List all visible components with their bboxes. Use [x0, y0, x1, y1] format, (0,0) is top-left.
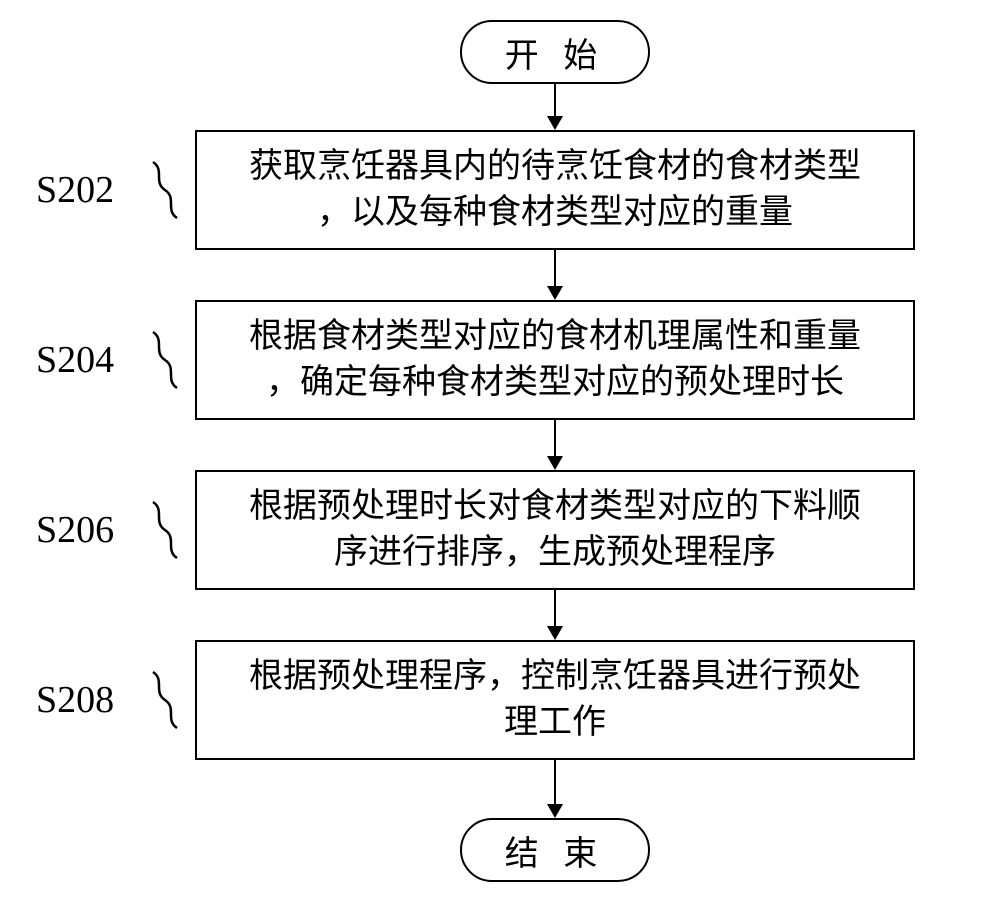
process-step-s206: 根据预处理时长对食材类型对应的下料顺序进行排序，生成预处理程序 [195, 470, 915, 590]
arrow-head-icon [547, 626, 563, 640]
connector [554, 420, 556, 456]
connector [554, 250, 556, 286]
end-label: 结 束 [505, 826, 606, 875]
step-label-s208: S208 [36, 678, 114, 722]
step-label-s202: S202 [36, 168, 114, 212]
end-terminator: 结 束 [460, 818, 650, 882]
connector-squiggle-icon [145, 670, 185, 730]
step-label-s204: S204 [36, 338, 114, 382]
process-text: 根据食材类型对应的食材机理属性和重量，确定每种食材类型对应的预处理时长 [249, 314, 861, 406]
arrow-head-icon [547, 804, 563, 818]
connector-squiggle-icon [145, 160, 185, 220]
connector-squiggle-icon [145, 500, 185, 560]
process-step-s208: 根据预处理程序，控制烹饪器具进行预处理工作 [195, 640, 915, 760]
process-text: 根据预处理程序，控制烹饪器具进行预处理工作 [249, 654, 861, 746]
start-terminator: 开 始 [460, 20, 650, 84]
flowchart-canvas: 开 始 获取烹饪器具内的待烹饪食材的食材类型，以及每种食材类型对应的重量 S20… [0, 0, 1000, 913]
process-text: 获取烹饪器具内的待烹饪食材的食材类型，以及每种食材类型对应的重量 [249, 144, 861, 236]
process-text: 根据预处理时长对食材类型对应的下料顺序进行排序，生成预处理程序 [249, 484, 861, 576]
arrow-head-icon [547, 116, 563, 130]
step-label-s206: S206 [36, 508, 114, 552]
connector [554, 590, 556, 626]
connector [554, 84, 556, 116]
process-step-s202: 获取烹饪器具内的待烹饪食材的食材类型，以及每种食材类型对应的重量 [195, 130, 915, 250]
connector [554, 760, 556, 804]
process-step-s204: 根据食材类型对应的食材机理属性和重量，确定每种食材类型对应的预处理时长 [195, 300, 915, 420]
start-label: 开 始 [505, 28, 606, 77]
connector-squiggle-icon [145, 330, 185, 390]
arrow-head-icon [547, 286, 563, 300]
arrow-head-icon [547, 456, 563, 470]
